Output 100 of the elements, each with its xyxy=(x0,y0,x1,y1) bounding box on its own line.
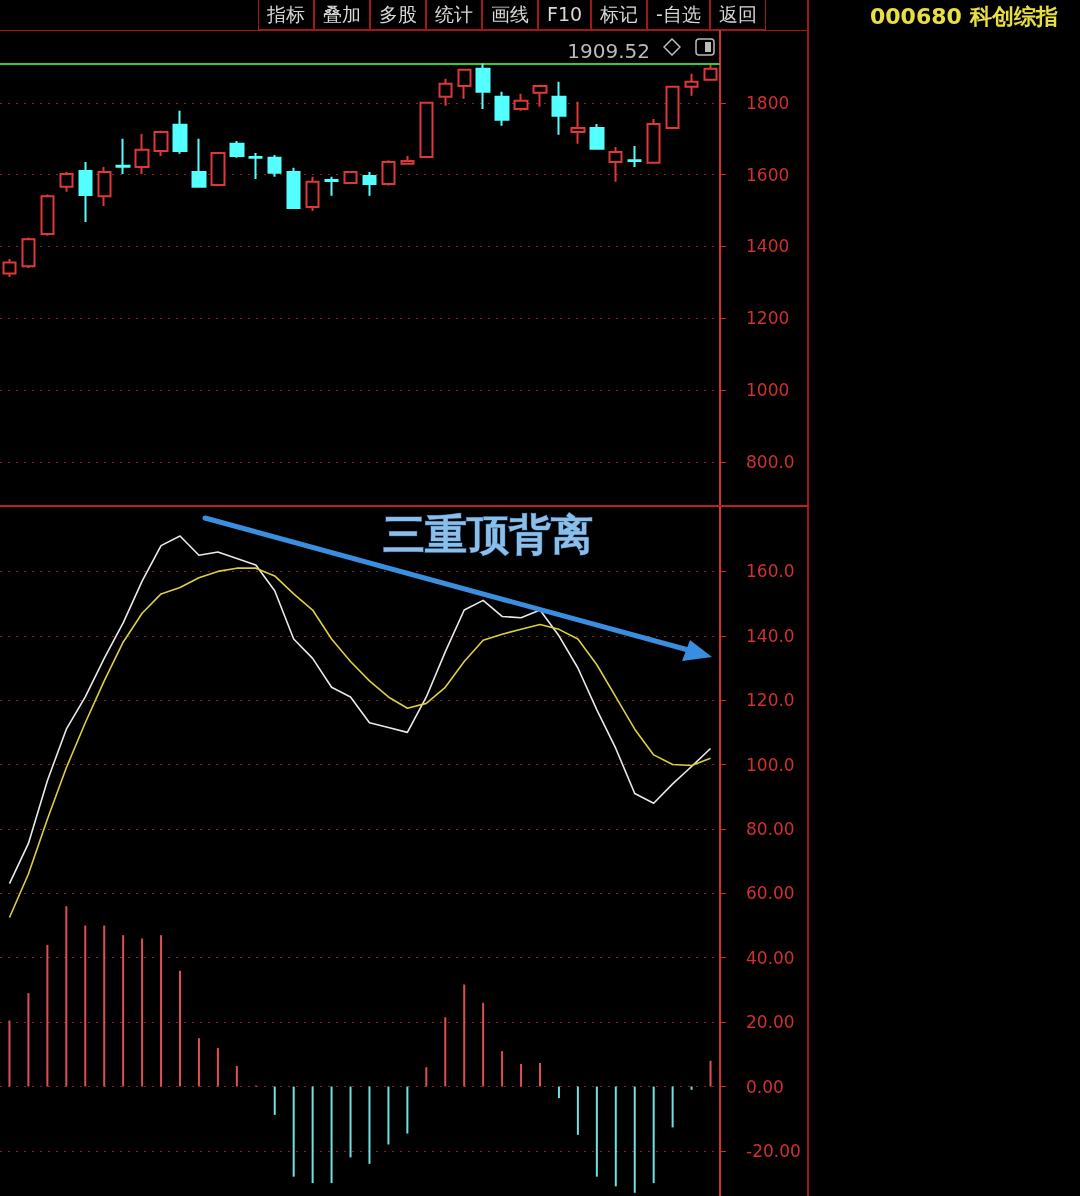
bar xyxy=(444,1017,447,1087)
candlestick xyxy=(457,67,472,100)
bar xyxy=(425,1067,428,1087)
text: 000680 科创综指 xyxy=(870,3,1058,31)
candlestick xyxy=(40,193,55,237)
bar xyxy=(652,1086,655,1184)
candlestick xyxy=(419,100,434,159)
candlestick xyxy=(381,159,396,187)
text: 画线 xyxy=(482,0,538,30)
bar xyxy=(368,1086,371,1164)
bar xyxy=(709,1060,712,1087)
candlestick xyxy=(627,144,642,169)
y-tick-label: 1800 xyxy=(746,92,790,113)
bar xyxy=(595,1086,598,1177)
bar xyxy=(292,1086,295,1177)
candlestick xyxy=(665,85,680,129)
bar xyxy=(8,1020,11,1087)
candlestick xyxy=(438,77,453,107)
text: -自选 xyxy=(647,0,710,30)
y-tick-label: 60.00 xyxy=(746,883,795,904)
bar xyxy=(273,1086,276,1115)
candlestick xyxy=(229,139,245,159)
bar xyxy=(311,1086,314,1184)
bar xyxy=(160,935,163,1087)
bar xyxy=(406,1086,409,1134)
bar xyxy=(463,984,466,1087)
text: 标记 xyxy=(591,0,648,30)
ref-line-label: 1909.52 xyxy=(567,39,650,64)
candlestick xyxy=(400,154,415,166)
bar xyxy=(387,1086,390,1145)
bar xyxy=(197,1038,200,1087)
text: 返回 xyxy=(709,0,766,30)
y-tick-label: 160.0 xyxy=(746,561,795,582)
text: F10 xyxy=(538,0,592,30)
y-tick-label: 80.00 xyxy=(746,818,795,839)
candlestick xyxy=(78,161,93,224)
y-tick-label: 100.0 xyxy=(746,754,795,775)
candlestick xyxy=(172,109,188,155)
candlestick xyxy=(153,129,169,157)
bar xyxy=(539,1063,541,1087)
bar xyxy=(46,944,49,1087)
candlestick xyxy=(115,137,131,175)
bar xyxy=(330,1086,333,1184)
bar xyxy=(84,925,87,1087)
candlestick xyxy=(608,145,623,183)
y-tick-label: 40.00 xyxy=(746,947,795,968)
text: 指标 xyxy=(258,0,314,30)
bar xyxy=(27,993,30,1087)
y-tick-label: 1400 xyxy=(746,236,790,257)
y-tick-label: 1200 xyxy=(746,308,790,329)
y-tick-label: 120.0 xyxy=(746,690,795,711)
candlestick xyxy=(248,152,263,180)
bar xyxy=(141,938,144,1087)
candlestick xyxy=(324,175,339,197)
candlestick xyxy=(684,72,699,97)
bar xyxy=(501,1051,504,1087)
y-tick-label: 0.00 xyxy=(746,1076,784,1097)
line-series xyxy=(8,567,712,919)
candlestick xyxy=(513,92,529,112)
bar xyxy=(671,1086,674,1128)
bar xyxy=(557,1086,560,1099)
y-tick-label: 1600 xyxy=(746,164,790,185)
y-tick-label: 140.0 xyxy=(746,625,795,646)
bar xyxy=(520,1064,523,1087)
candlestick xyxy=(210,151,226,188)
candlestick xyxy=(97,166,112,207)
candlestick xyxy=(286,166,301,210)
candlestick xyxy=(494,90,510,127)
text: 多股 xyxy=(370,0,426,30)
y-tick-label: 20.00 xyxy=(746,1012,795,1033)
y-tick-label: -20.00 xyxy=(746,1140,801,1161)
bar xyxy=(179,970,181,1087)
bar xyxy=(349,1086,352,1158)
bar xyxy=(216,1047,219,1087)
candlestick xyxy=(343,170,358,185)
candlestick xyxy=(589,123,605,150)
bar xyxy=(482,1002,485,1087)
candlestick xyxy=(59,171,74,193)
y-tick-label: 1000 xyxy=(746,380,790,401)
candlestick xyxy=(646,117,661,164)
bar xyxy=(614,1086,617,1187)
bar xyxy=(235,1065,238,1087)
bar xyxy=(690,1086,693,1090)
text: 统计 xyxy=(426,0,482,30)
bar xyxy=(103,925,106,1087)
text: 叠加 xyxy=(314,0,370,30)
annotation: 三重顶背离 xyxy=(382,510,593,559)
y-tick-label: 800.0 xyxy=(746,451,795,472)
candlestick xyxy=(134,133,150,175)
candlestick xyxy=(267,153,282,178)
bar xyxy=(122,935,125,1087)
candlestick xyxy=(305,175,320,212)
candlestick xyxy=(551,80,567,136)
candlestick xyxy=(475,62,491,110)
bar xyxy=(65,906,68,1087)
candlestick xyxy=(532,83,548,108)
candlestick xyxy=(191,137,207,188)
bar xyxy=(633,1086,636,1193)
candlestick xyxy=(703,64,718,82)
candlestick xyxy=(21,236,36,269)
